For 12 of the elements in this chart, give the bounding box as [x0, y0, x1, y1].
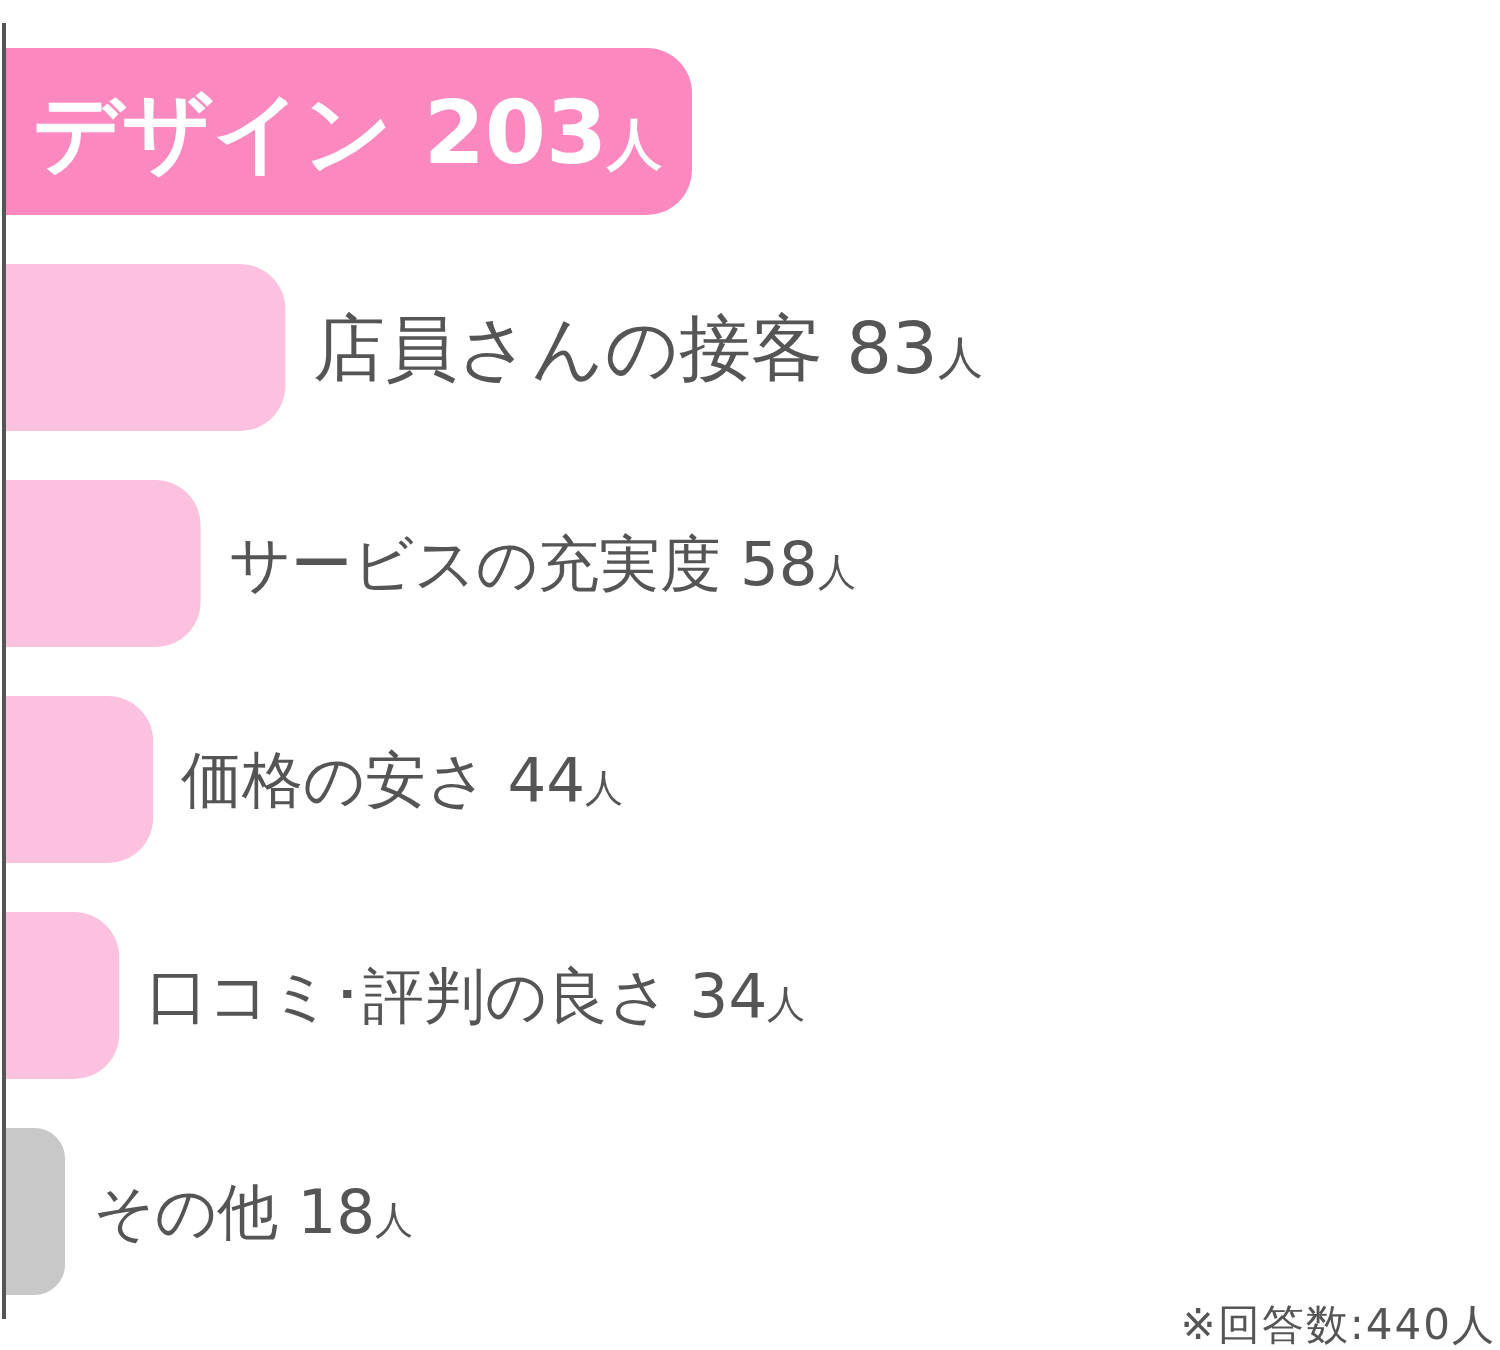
data-label: 店員さんの接客 83人 [313, 306, 983, 391]
data-label: 口コミ･評判の良さ 34人 [147, 960, 806, 1032]
bar [4, 264, 286, 431]
data-label: サービスの充実度 58人 [228, 528, 856, 600]
bar [4, 1128, 65, 1295]
text: ※回答数:440人 [1180, 1299, 1496, 1349]
data-label: その他 18人 [93, 1176, 414, 1248]
data-label: 価格の安さ 44人 [181, 744, 624, 816]
bar [4, 912, 120, 1079]
bar [4, 696, 154, 863]
bar [4, 480, 201, 647]
data-label: デザイン 203人 [33, 81, 663, 185]
